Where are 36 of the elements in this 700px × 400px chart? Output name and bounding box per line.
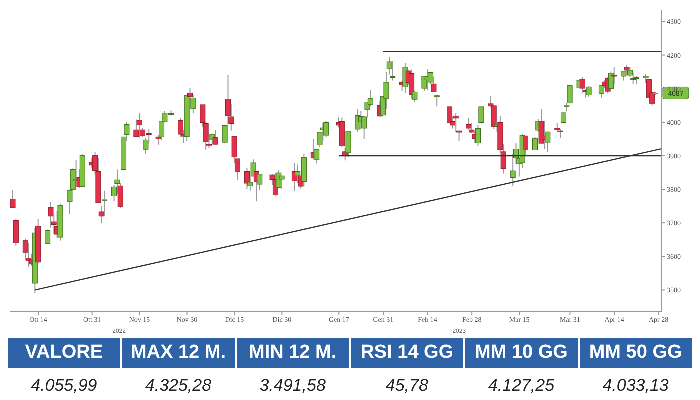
candlestick [466, 118, 472, 130]
candlestick [434, 94, 440, 108]
candlestick [608, 71, 614, 90]
text: 4.033,13 [602, 376, 669, 395]
candlestick [45, 229, 51, 244]
category-label: VALORE [8, 338, 120, 368]
text: 4.127,25 [488, 376, 555, 395]
text: 4.325,28 [145, 376, 212, 395]
candlestick [13, 218, 19, 246]
candlestick [368, 90, 374, 106]
text: 3.491,58 [260, 376, 326, 395]
candlestick [346, 130, 352, 158]
candlestick [102, 190, 108, 217]
text: 4.055,99 [31, 376, 98, 395]
candlestick [409, 69, 415, 100]
candlestick [244, 168, 250, 190]
candlestick [580, 76, 586, 94]
candlestick [522, 136, 528, 156]
candlestick [390, 60, 396, 82]
category-label: MAX 12 M. [122, 338, 235, 368]
category-label: RSI 14 GG [350, 338, 464, 368]
candlestick [476, 124, 482, 147]
category-label: MM 10 GG [465, 338, 578, 368]
candlestick [431, 76, 437, 93]
candlestick [532, 136, 538, 151]
candlestick [10, 190, 16, 209]
candlestick [612, 66, 618, 85]
text: 45,78 [386, 376, 428, 395]
category-label: MM 50 GG [580, 338, 692, 368]
candlestick [624, 64, 630, 76]
candlestick [279, 176, 285, 190]
candlestick [586, 86, 592, 98]
category-label: MIN 12 M. [236, 338, 349, 368]
candlestick [478, 106, 484, 124]
candlestick [136, 112, 142, 138]
candlestick [156, 134, 162, 146]
